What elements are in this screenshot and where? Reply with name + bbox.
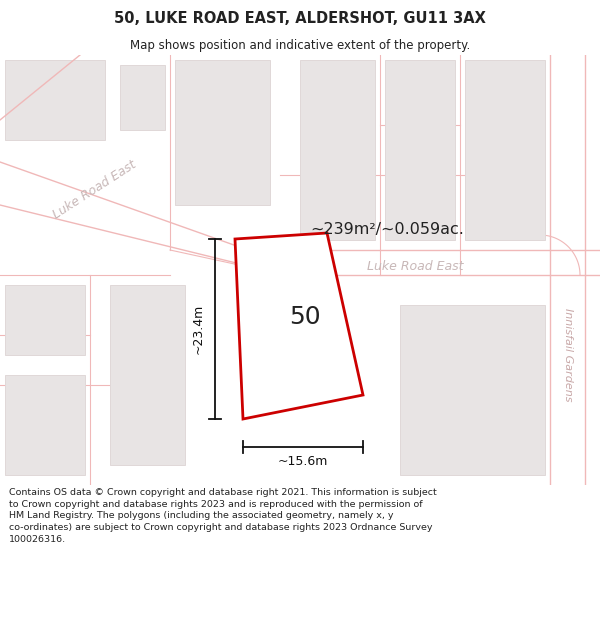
Polygon shape [110, 285, 185, 465]
Polygon shape [235, 233, 363, 419]
Polygon shape [465, 60, 545, 240]
Polygon shape [385, 60, 455, 240]
Polygon shape [120, 65, 165, 130]
Text: 50, LUKE ROAD EAST, ALDERSHOT, GU11 3AX: 50, LUKE ROAD EAST, ALDERSHOT, GU11 3AX [114, 11, 486, 26]
Text: ~15.6m: ~15.6m [278, 455, 328, 468]
Text: Luke Road East: Luke Road East [367, 261, 463, 274]
Text: Innisfail Gardens: Innisfail Gardens [563, 308, 573, 402]
Polygon shape [0, 55, 80, 120]
Text: Luke Road East: Luke Road East [51, 158, 139, 222]
Text: Map shows position and indicative extent of the property.: Map shows position and indicative extent… [130, 39, 470, 51]
Text: Contains OS data © Crown copyright and database right 2021. This information is : Contains OS data © Crown copyright and d… [9, 488, 437, 544]
Polygon shape [5, 60, 105, 140]
Polygon shape [175, 60, 270, 205]
Polygon shape [400, 305, 545, 475]
Polygon shape [0, 162, 600, 275]
Polygon shape [300, 60, 375, 240]
Text: ~239m²/~0.059ac.: ~239m²/~0.059ac. [310, 222, 464, 237]
Polygon shape [550, 55, 585, 485]
Text: ~23.4m: ~23.4m [192, 304, 205, 354]
Polygon shape [5, 285, 85, 355]
Text: 50: 50 [289, 305, 321, 329]
Polygon shape [5, 375, 85, 475]
